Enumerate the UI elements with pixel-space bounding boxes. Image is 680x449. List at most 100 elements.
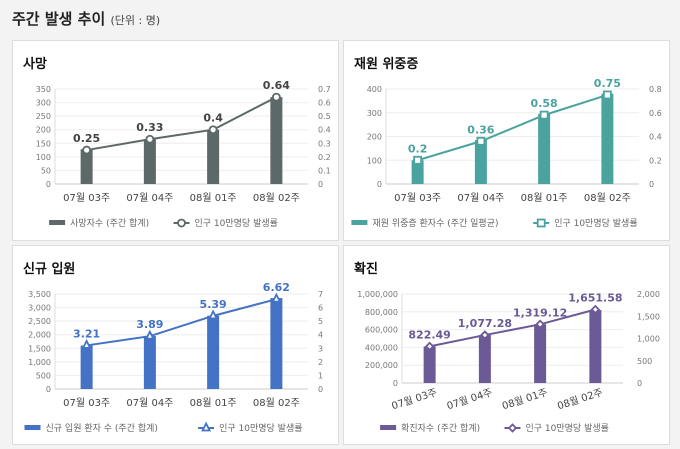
circle-marker (82, 145, 92, 155)
right-axis-tick-label: 0 (649, 180, 654, 189)
left-axis-tick-label: 600,000 (365, 325, 398, 334)
chart-title: 확진 (354, 261, 378, 277)
data-label: 3.21 (73, 327, 100, 340)
right-axis-tick-label: 0.8 (649, 85, 662, 94)
x-tick-label: 07월 04주 (457, 192, 504, 204)
data-label: 822.49 (408, 328, 450, 341)
bar (538, 113, 551, 184)
x-tick-label: 07월 04주 (126, 397, 173, 409)
right-axis-tick-label: 7 (318, 290, 323, 299)
x-tick-label: 07월 03주 (390, 386, 438, 412)
right-axis-tick-label: 0.1 (318, 166, 331, 175)
bar (478, 334, 491, 383)
line-series (86, 96, 277, 152)
data-label: 6.62 (263, 281, 290, 294)
chart-svg: 0 500 1,000 1,500 2,000 2,500 3,000 3,500 0 1 2 3 4 5… (24, 281, 323, 434)
x-tick-label: 08월 02주 (556, 386, 604, 412)
right-axis-tick-label: 1 (318, 371, 323, 380)
right-axis-tick-label: 0.4 (649, 133, 662, 142)
chart-panel-admissions: 신규 입원 0 500 1,000 1,500 2,000 2,500 3,000 3,500 0… (12, 244, 339, 445)
left-axis-tick-label: 0 (377, 180, 382, 189)
bar (80, 149, 93, 184)
left-axis-tick-label: 1,000 (28, 357, 51, 366)
data-label: 1,077.28 (458, 317, 512, 330)
page-title-text: 주간 발생 추이 (12, 10, 106, 28)
x-tick-label: 08월 01주 (190, 192, 237, 204)
right-axis-tick-label: 4 (318, 330, 323, 339)
data-label: 1,319.12 (513, 306, 567, 319)
triangle-marker (81, 338, 92, 349)
bar (474, 140, 487, 184)
page-title: 주간 발생 추이 (단위 : 명) (12, 8, 160, 29)
legend-label: 사망자수 (주간 합계) (70, 217, 149, 229)
left-axis-tick-label: 350 (36, 85, 51, 94)
legend: 확진자수 (주간 합계) 인구 10만명당 발생률 (380, 422, 609, 434)
legend-bar-swatch (24, 424, 41, 430)
data-label: 1,651.58 (568, 291, 622, 304)
chart-title: 신규 입원 (23, 261, 76, 277)
right-axis-tick-label: 0.3 (318, 139, 331, 148)
bar (80, 345, 93, 389)
diamond-marker (535, 319, 545, 329)
legend-label: 인구 10만명당 발생률 (526, 423, 609, 434)
legend-label: 재원 위중증 환자수 (주간 일평균) (372, 217, 498, 229)
chart-svg: 0 100 200 300 400 0 0.2 0.4 0.6 0.8 07월 03주 07월 04주… (351, 77, 662, 229)
data-label: 5.39 (200, 297, 227, 310)
right-axis-tick-label: 6 (318, 303, 323, 312)
triangle-marker (208, 308, 219, 319)
bar (411, 160, 424, 184)
data-label: 3.89 (136, 318, 163, 331)
x-tick-label: 08월 01주 (501, 386, 549, 412)
square-marker (413, 155, 423, 165)
x-tick-label: 07월 03주 (63, 397, 110, 409)
data-label: 0.58 (531, 97, 558, 110)
legend-label: 인구 10만명당 발생률 (219, 423, 302, 434)
right-axis-tick-label: 1,000 (637, 334, 660, 343)
bar (270, 297, 283, 389)
right-axis-tick-label: 0.7 (318, 85, 331, 94)
line-series (417, 93, 608, 162)
left-axis-tick-label: 300 (36, 99, 51, 108)
legend-bar-swatch (351, 220, 368, 225)
square-marker (602, 90, 612, 100)
x-tick-label: 08월 01주 (190, 397, 237, 409)
right-axis-tick-label: 1,500 (637, 312, 660, 321)
left-axis-tick-label: 500 (36, 371, 51, 380)
right-axis-tick-label: 0 (637, 379, 642, 388)
right-axis-tick-label: 500 (637, 356, 652, 365)
x-tick-label: 08월 02주 (253, 192, 300, 204)
legend-label: 인구 10만명당 발생률 (195, 218, 278, 229)
x-tick-label: 08월 02주 (253, 397, 300, 409)
bar (423, 346, 436, 383)
line-series (86, 297, 277, 346)
data-label: 0.33 (136, 121, 163, 134)
diamond-marker (590, 304, 601, 314)
x-tick-label: 07월 03주 (394, 192, 441, 204)
legend-label: 확진자수 (주간 합계) (401, 422, 480, 434)
left-axis-tick-label: 3,500 (28, 290, 51, 299)
right-axis-tick-label: 3 (318, 344, 323, 353)
left-axis-tick-label: 0 (46, 385, 51, 394)
bar (534, 323, 547, 383)
legend: 재원 위중증 환자수 (주간 일평균) 인구 10만명당 발생률 (351, 217, 638, 229)
legend-marker-icon (201, 420, 212, 431)
left-axis-tick-label: 0 (393, 379, 398, 388)
left-axis-tick-label: 250 (36, 112, 51, 121)
left-axis-tick-label: 100 (36, 153, 51, 162)
bar (143, 139, 156, 184)
right-axis-tick-label: 0.6 (318, 99, 331, 108)
right-axis-tick-label: 2 (318, 357, 323, 366)
chart-title: 사망 (23, 57, 47, 72)
left-axis-tick-label: 100 (367, 156, 382, 165)
right-axis-tick-label: 0.2 (318, 153, 331, 162)
left-axis-tick-label: 150 (36, 139, 51, 148)
data-label: 0.64 (263, 79, 290, 92)
chart-svg: 0 50 100 150 200 250 300 350 0 0.1 0.2 0.3 0.4 0.5 0.6… (36, 79, 331, 229)
triangle-marker (144, 329, 155, 340)
bar (207, 315, 220, 389)
x-tick-label: 08월 02주 (584, 192, 631, 204)
x-tick-label: 08월 01주 (521, 192, 568, 204)
circle-marker (208, 125, 218, 135)
left-axis-tick-label: 200,000 (365, 361, 398, 370)
legend-bar-swatch (380, 424, 397, 430)
